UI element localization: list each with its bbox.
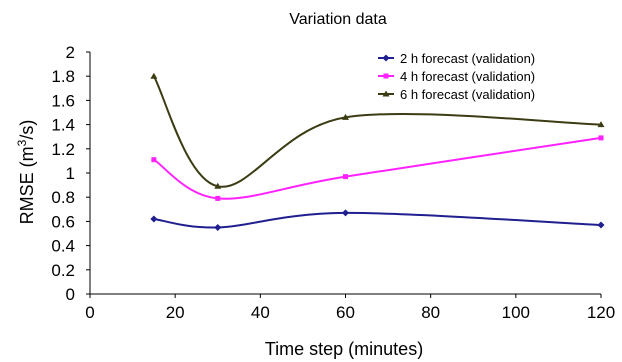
legend-label: 4 h forecast (validation) [400,69,535,84]
y-tick-label: 0.2 [51,261,75,280]
y-tick-label: 1.4 [51,116,75,135]
legend-label: 2 h forecast (validation) [400,51,535,66]
data-point [597,221,605,229]
y-tick-label: 1.2 [51,140,75,159]
legend-marker [382,54,390,62]
data-point [343,174,348,180]
y-tick-label: 0.8 [51,188,75,207]
ticks: 00.20.40.60.811.21.41.61.820 20 40 60 80 100 1… [51,43,615,322]
y-axis-title: RMSE (m3/s) [15,120,37,225]
data-point [342,113,349,120]
x-tick-label: 60 [336,303,355,322]
series-1 [150,209,605,231]
legend-marker [382,90,390,97]
data-point [150,72,158,79]
series-line [153,211,602,229]
y-tick-label: 1.6 [51,91,75,110]
x-tick-label: 0 [85,303,94,322]
chart-title: Variation data [289,11,387,28]
legend: 2 h forecast (validation) 4 h forecast (v… [378,51,535,102]
series-group [150,72,605,231]
y-tick-label: 1.8 [51,67,75,86]
y-tick-label: 1 [66,164,75,183]
legend-item: 4 h forecast (validation) [378,69,535,84]
data-point [215,195,221,201]
data-point [342,209,349,217]
x-tick-label: 20 [166,303,185,322]
data-point [214,223,222,231]
x-tick-label: 100 [502,303,530,322]
legend-item: 6 h forecast (validation) [378,87,535,102]
x-tick-label: 120 [587,303,615,322]
data-point [151,157,157,163]
y-tick-label: 0.6 [51,212,75,231]
data-point [597,121,605,128]
y-tick-label: 2 [66,43,75,62]
data-point [214,182,222,189]
series-line [153,75,602,188]
legend-label: 6 h forecast (validation) [400,87,535,102]
y-tick-label: 0 [66,285,75,304]
series-line [153,136,602,200]
x-axis-title: Time step (minutes) [265,339,423,359]
y-tick-label: 0.4 [51,237,75,256]
series-2 [151,135,604,201]
x-tick-label: 40 [251,303,270,322]
legend-item: 2 h forecast (validation) [378,51,535,66]
data-point [150,215,158,223]
x-tick-label: 80 [421,303,440,322]
data-point [598,135,604,141]
series-3 [150,72,605,189]
legend-marker [383,73,389,79]
